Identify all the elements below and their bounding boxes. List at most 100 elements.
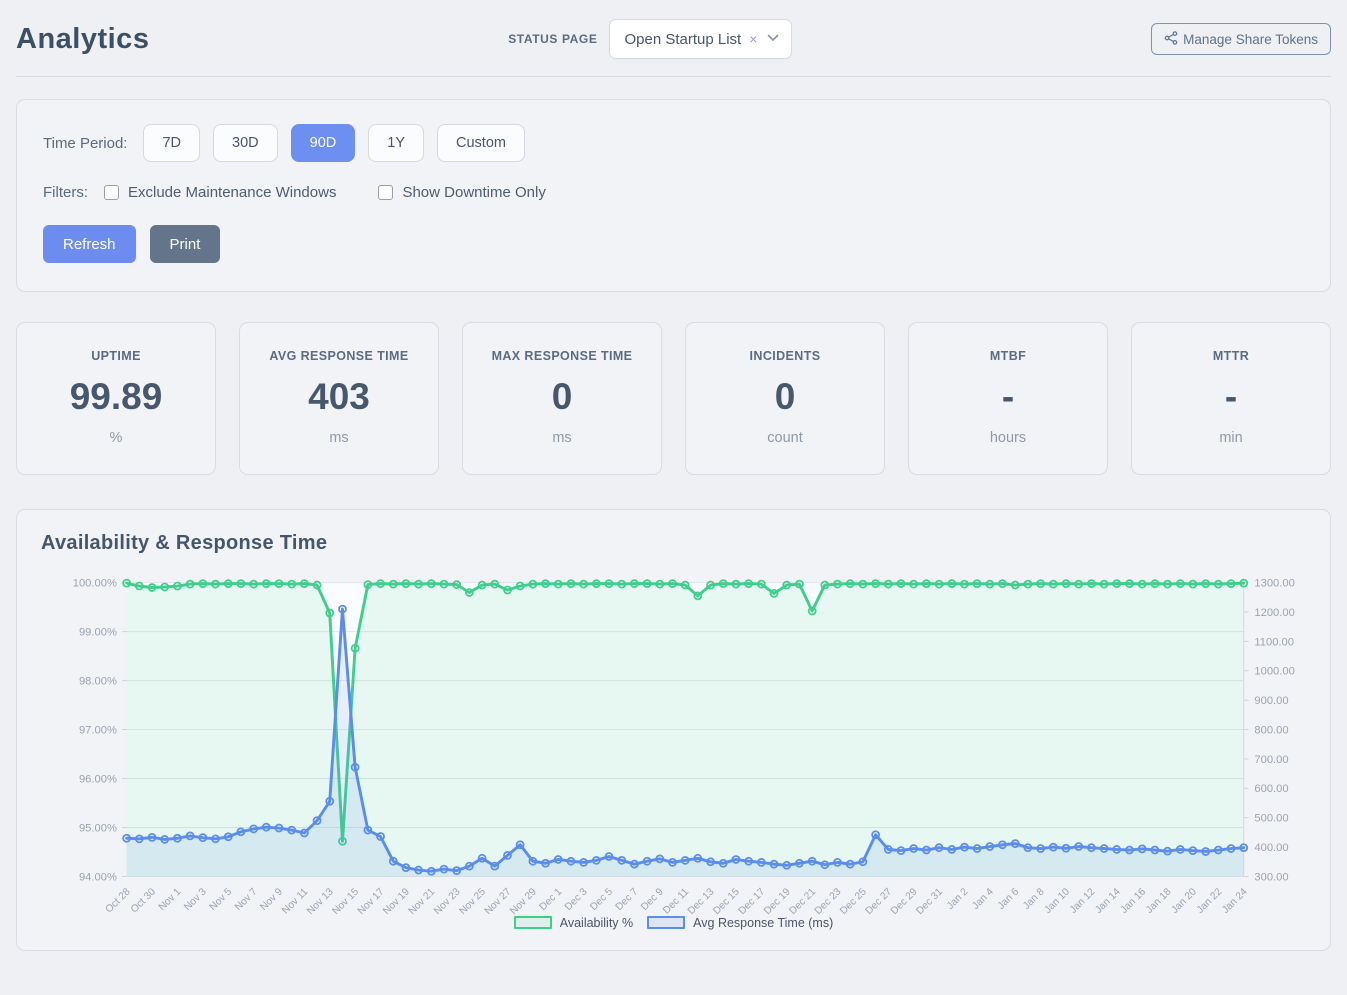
time-period-button-group: 7D 30D 90D 1Y Custom: [143, 124, 525, 162]
availability-chart: 94.00% 95.00% 96.00% 97.00% 98.00% 99.00% 100.…: [73, 577, 1295, 917]
svg-text:1300.00: 1300.00: [1254, 577, 1294, 589]
svg-text:Dec 25: Dec 25: [838, 886, 869, 917]
svg-text:Dec 1: Dec 1: [538, 886, 565, 913]
svg-text:Nov 15: Nov 15: [331, 886, 362, 917]
status-page-selected-value: Open Startup List: [624, 30, 742, 48]
stat-card-mtbf: MTBF - hours: [908, 322, 1108, 475]
svg-text:Jan 20: Jan 20: [1169, 886, 1199, 916]
svg-text:Jan 22: Jan 22: [1195, 886, 1225, 916]
svg-text:Nov 17: Nov 17: [356, 886, 387, 917]
page-title: Analytics: [16, 22, 150, 55]
svg-text:Nov 29: Nov 29: [508, 886, 539, 917]
status-page-selector-group: STATUS PAGE Open Startup List ×: [149, 19, 1151, 59]
svg-text:Jan 16: Jan 16: [1119, 886, 1149, 916]
stat-card-max-response: MAX RESPONSE TIME 0 ms: [462, 322, 662, 475]
svg-text:94.00%: 94.00%: [79, 871, 117, 883]
svg-text:99.00%: 99.00%: [79, 626, 117, 638]
svg-text:96.00%: 96.00%: [79, 773, 117, 785]
svg-text:Jan 4: Jan 4: [970, 886, 996, 912]
exclude-maintenance-checkbox[interactable]: Exclude Maintenance Windows: [104, 184, 336, 201]
svg-text:100.00%: 100.00%: [73, 577, 117, 589]
filters-label: Filters:: [43, 184, 88, 201]
stat-card-mttr: MTTR - min: [1131, 322, 1331, 475]
legend-swatch-availability: [513, 916, 552, 930]
clear-selection-icon[interactable]: ×: [749, 31, 758, 47]
legend-swatch-response: [647, 916, 686, 930]
legend-item-availability[interactable]: Availability %: [513, 916, 633, 930]
checkbox-icon[interactable]: [104, 185, 119, 200]
svg-text:Dec 29: Dec 29: [889, 886, 920, 917]
checkbox-icon[interactable]: [378, 185, 394, 200]
share-icon: [1164, 30, 1178, 48]
svg-text:Nov 23: Nov 23: [432, 886, 463, 917]
period-button-7d[interactable]: 7D: [143, 124, 201, 162]
svg-text:Dec 11: Dec 11: [661, 886, 691, 916]
chart-area: 94.00% 95.00% 96.00% 97.00% 98.00% 99.00% 100.…: [41, 569, 1306, 958]
svg-text:Jan 18: Jan 18: [1144, 886, 1174, 916]
stats-row: UPTIME 99.89 % AVG RESPONSE TIME 403 ms …: [16, 322, 1331, 475]
show-downtime-checkbox[interactable]: Show Downtime Only: [378, 184, 546, 201]
svg-text:Dec 21: Dec 21: [787, 886, 818, 917]
period-button-custom[interactable]: Custom: [437, 124, 525, 162]
svg-text:Dec 13: Dec 13: [686, 886, 717, 917]
svg-text:500.00: 500.00: [1254, 812, 1288, 824]
status-page-select[interactable]: Open Startup List ×: [609, 19, 793, 59]
svg-text:300.00: 300.00: [1254, 871, 1288, 883]
stat-card-incidents: INCIDENTS 0 count: [685, 322, 885, 475]
svg-text:Jan 6: Jan 6: [996, 886, 1022, 912]
svg-text:Nov 3: Nov 3: [182, 886, 209, 913]
svg-text:98.00%: 98.00%: [79, 675, 117, 687]
print-button[interactable]: Print: [149, 225, 221, 263]
svg-text:Nov 13: Nov 13: [305, 886, 336, 917]
svg-text:Jan 2: Jan 2: [945, 886, 971, 912]
svg-text:Nov 25: Nov 25: [457, 886, 488, 917]
svg-text:Dec 23: Dec 23: [813, 886, 844, 917]
time-period-label: Time Period:: [43, 134, 128, 152]
svg-text:Oct 30: Oct 30: [129, 886, 158, 915]
svg-text:Jan 24: Jan 24: [1220, 886, 1250, 916]
svg-text:Jan 10: Jan 10: [1043, 886, 1073, 916]
svg-text:Dec 7: Dec 7: [614, 886, 641, 913]
svg-text:Nov 21: Nov 21: [407, 886, 438, 917]
chevron-down-icon: [767, 33, 779, 45]
svg-text:Dec 5: Dec 5: [588, 886, 615, 913]
filter-panel: Time Period: 7D 30D 90D 1Y Custom Filter…: [16, 99, 1331, 292]
chart-legend: Availability % Avg Response Time (ms): [41, 916, 1306, 930]
period-button-1y[interactable]: 1Y: [368, 124, 424, 162]
svg-text:Jan 12: Jan 12: [1068, 886, 1098, 916]
stat-card-avg-response: AVG RESPONSE TIME 403 ms: [239, 322, 439, 475]
svg-text:Dec 3: Dec 3: [563, 886, 590, 913]
manage-share-tokens-button[interactable]: Manage Share Tokens: [1151, 23, 1331, 55]
svg-text:600.00: 600.00: [1254, 783, 1288, 795]
refresh-button[interactable]: Refresh: [43, 225, 136, 263]
svg-text:Dec 31: Dec 31: [914, 886, 945, 917]
svg-text:700.00: 700.00: [1254, 754, 1288, 766]
legend-item-response[interactable]: Avg Response Time (ms): [647, 916, 833, 930]
svg-text:900.00: 900.00: [1254, 695, 1288, 707]
svg-text:Jan 14: Jan 14: [1093, 886, 1123, 916]
svg-text:1000.00: 1000.00: [1254, 665, 1294, 677]
svg-text:400.00: 400.00: [1254, 842, 1288, 854]
svg-text:Dec 17: Dec 17: [737, 886, 768, 917]
svg-text:Nov 11: Nov 11: [280, 886, 310, 916]
svg-text:1200.00: 1200.00: [1254, 607, 1294, 619]
svg-text:95.00%: 95.00%: [79, 822, 117, 834]
availability-chart-card: Availability & Response Time 94.00% 95.00…: [16, 508, 1331, 951]
svg-text:Nov 5: Nov 5: [208, 886, 235, 913]
svg-text:Dec 27: Dec 27: [864, 886, 895, 917]
svg-text:1100.00: 1100.00: [1254, 636, 1294, 648]
svg-text:Dec 15: Dec 15: [711, 886, 742, 917]
stat-card-uptime: UPTIME 99.89 %: [16, 322, 216, 475]
status-page-label: STATUS PAGE: [508, 32, 598, 46]
period-button-90d[interactable]: 90D: [290, 124, 356, 162]
svg-text:Oct 28: Oct 28: [104, 886, 133, 915]
period-button-30d[interactable]: 30D: [213, 124, 278, 162]
svg-text:Nov 1: Nov 1: [157, 886, 184, 913]
chart-title: Availability & Response Time: [41, 531, 328, 554]
svg-text:Dec 19: Dec 19: [762, 886, 793, 917]
svg-text:Nov 19: Nov 19: [381, 886, 412, 917]
svg-text:Nov 7: Nov 7: [233, 886, 260, 913]
header-divider: [16, 76, 1331, 77]
top-bar: Analytics STATUS PAGE Open Startup List …: [16, 14, 1331, 64]
svg-text:Nov 27: Nov 27: [483, 886, 514, 917]
